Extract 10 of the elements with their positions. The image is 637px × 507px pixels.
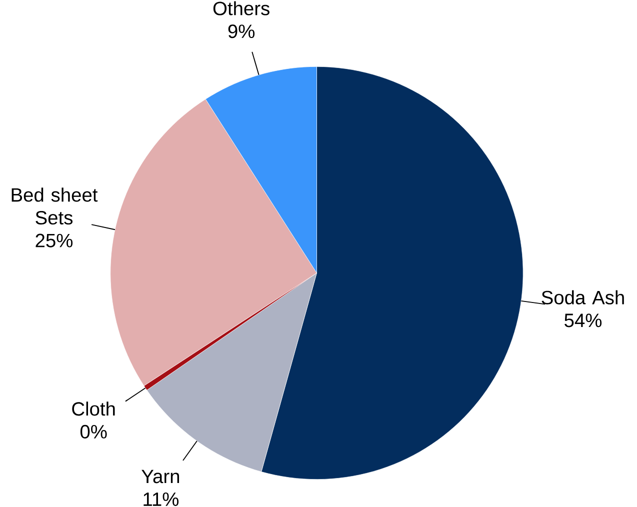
data-label: 0% xyxy=(80,424,107,438)
data-label: 9% xyxy=(228,24,255,38)
data-label: 54% xyxy=(564,314,602,328)
slice-label: Others xyxy=(213,1,270,16)
slice-label: Yarn xyxy=(142,470,180,484)
data-label: 25% xyxy=(36,234,73,248)
data-label: 11% xyxy=(144,492,179,506)
slice-label: Soda Ash xyxy=(542,290,624,304)
slice-label: Bed sheet Sets xyxy=(12,188,98,224)
slice-label: Cloth xyxy=(72,402,115,416)
